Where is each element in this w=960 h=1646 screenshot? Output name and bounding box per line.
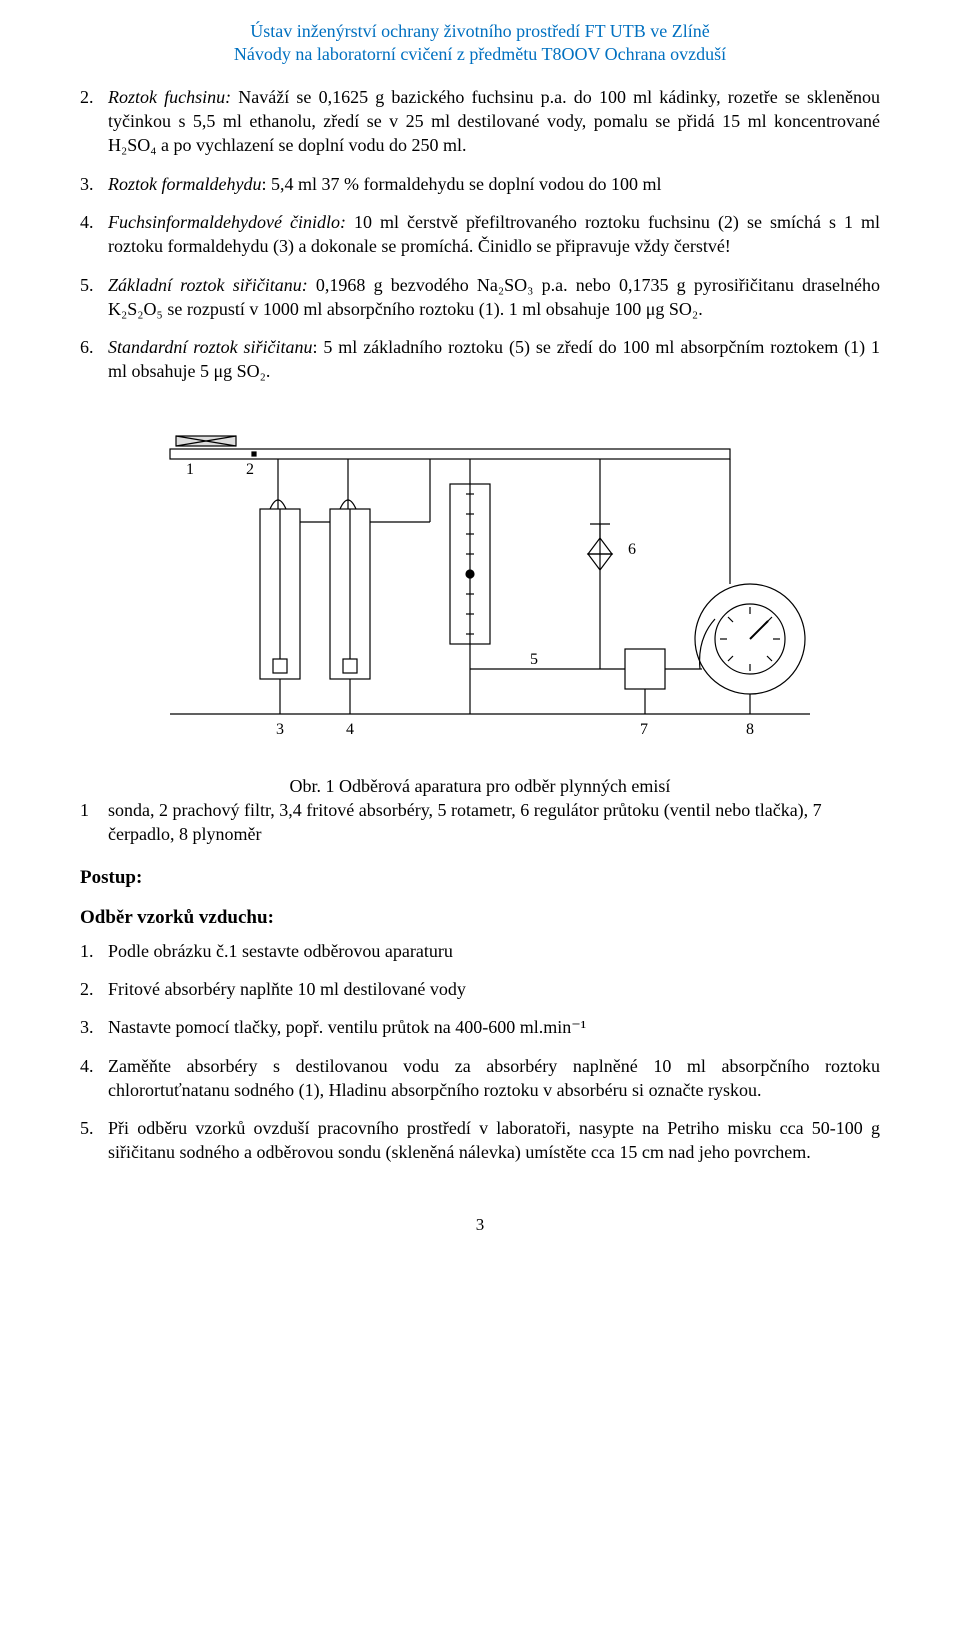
item-number: 2. — [80, 977, 108, 1001]
item-body: Roztok fuchsinu: Naváží se 0,1625 g bazi… — [108, 85, 880, 158]
item-number: 4. — [80, 210, 108, 259]
item-number: 5. — [80, 1116, 108, 1165]
fig-label-3: 3 — [276, 721, 284, 738]
item-number: 1. — [80, 939, 108, 963]
item-text: Fritové absorbéry naplňte 10 ml destilov… — [108, 977, 880, 1001]
item-number: 6. — [80, 335, 108, 384]
item-text: Zaměňte absorbéry s destilovanou vodu za… — [108, 1054, 880, 1103]
item-number: 2. — [80, 85, 108, 158]
figure-caption: Obr. 1 Odběrová aparatura pro odběr plyn… — [80, 774, 880, 847]
apparatus-figure: 1 2 3 4 5 6 7 8 — [80, 414, 880, 754]
fig-label-1: 1 — [186, 461, 194, 478]
item-body: Roztok formaldehydu: 5,4 ml 37 % formald… — [108, 172, 880, 196]
item-number: 3. — [80, 1015, 108, 1039]
postup-heading: Postup: — [80, 867, 880, 889]
page: Ústav inženýrství ochrany životního pros… — [0, 0, 960, 1275]
item-body: Základní roztok siřičitanu: 0,1968 g bez… — [108, 273, 880, 322]
item-text: Podle obrázku č.1 sestavte odběrovou apa… — [108, 939, 880, 963]
item-body: Standardní roztok siřičitanu: 5 ml zákla… — [108, 335, 880, 384]
list-item: 2. Fritové absorbéry naplňte 10 ml desti… — [80, 977, 880, 1001]
item-number: 3. — [80, 172, 108, 196]
figure-caption-title: Obr. 1 Odběrová aparatura pro odběr plyn… — [80, 774, 880, 798]
figure-caption-legend: sonda, 2 prachový filtr, 3,4 fritové abs… — [108, 798, 880, 847]
item-number: 4. — [80, 1054, 108, 1103]
fig-label-4: 4 — [346, 721, 354, 738]
list-item: 4. Zaměňte absorbéry s destilovanou vodu… — [80, 1054, 880, 1103]
item-text: : 5,4 ml 37 % formaldehydu se doplní vod… — [261, 174, 661, 194]
header-line-1: Ústav inženýrství ochrany životního pros… — [80, 20, 880, 43]
list-item: 3. Roztok formaldehydu: 5,4 ml 37 % form… — [80, 172, 880, 196]
list-item: 6. Standardní roztok siřičitanu: 5 ml zá… — [80, 335, 880, 384]
list-item: 5. Při odběru vzorků ovzduší pracovního … — [80, 1116, 880, 1165]
reagents-list: 2. Roztok fuchsinu: Naváží se 0,1625 g b… — [80, 85, 880, 384]
item-text: Nastavte pomocí tlačky, popř. ventilu pr… — [108, 1015, 880, 1039]
item-title: Základní roztok siřičitanu: — [108, 275, 308, 295]
item-number: 5. — [80, 273, 108, 322]
fig-label-5: 5 — [530, 651, 538, 668]
fig-label-8: 8 — [746, 721, 754, 738]
odber-heading: Odběr vzorků vzduchu: — [80, 907, 880, 929]
apparatus-diagram: 1 2 3 4 5 6 7 8 — [130, 414, 830, 754]
item-text: Při odběru vzorků ovzduší pracovního pro… — [108, 1116, 880, 1165]
list-item: 2. Roztok fuchsinu: Naváží se 0,1625 g b… — [80, 85, 880, 158]
item-title: Fuchsinformaldehydové činidlo: — [108, 212, 346, 232]
fig-label-2: 2 — [246, 461, 254, 478]
item-title: Roztok formaldehydu — [108, 174, 261, 194]
postup-list: 1. Podle obrázku č.1 sestavte odběrovou … — [80, 939, 880, 1165]
header-line-2: Návody na laboratorní cvičení z předmětu… — [80, 43, 880, 66]
page-header: Ústav inženýrství ochrany životního pros… — [80, 20, 880, 67]
fig-label-6: 6 — [628, 541, 636, 558]
figure-caption-legend-num: 1 — [80, 798, 108, 847]
item-title: Standardní roztok siřičitanu — [108, 337, 312, 357]
list-item: 5. Základní roztok siřičitanu: 0,1968 g … — [80, 273, 880, 322]
list-item: 1. Podle obrázku č.1 sestavte odběrovou … — [80, 939, 880, 963]
fig-label-7: 7 — [640, 721, 648, 738]
list-item: 3. Nastavte pomocí tlačky, popř. ventilu… — [80, 1015, 880, 1039]
list-item: 4. Fuchsinformaldehydové činidlo: 10 ml … — [80, 210, 880, 259]
item-body: Fuchsinformaldehydové činidlo: 10 ml čer… — [108, 210, 880, 259]
page-number: 3 — [80, 1215, 880, 1235]
item-title: Roztok fuchsinu: — [108, 87, 231, 107]
